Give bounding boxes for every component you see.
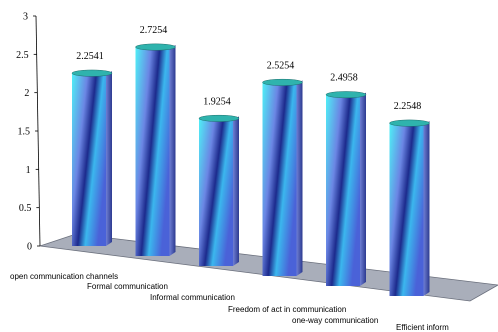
bar-value-label: 2.2541 bbox=[76, 51, 104, 62]
category-label: one-way communication bbox=[292, 316, 378, 325]
bar-body bbox=[389, 123, 424, 296]
bar-2 bbox=[135, 43, 176, 256]
bar-body bbox=[135, 47, 170, 256]
bar-side bbox=[106, 71, 112, 246]
y-tick-label: 1.5 bbox=[18, 127, 31, 138]
bar-side bbox=[233, 116, 239, 266]
bar-body bbox=[326, 94, 360, 286]
bar-6 bbox=[389, 119, 430, 296]
bar-top-cap bbox=[71, 69, 113, 77]
bar-3 bbox=[198, 114, 240, 266]
bar-top-cap bbox=[325, 91, 367, 99]
category-label: Freedom of act in communication bbox=[228, 305, 346, 314]
bar-top-cap bbox=[262, 78, 303, 86]
bar-value-label: 1.9254 bbox=[203, 96, 231, 107]
bar-5 bbox=[325, 91, 367, 286]
bar-value-label: 2.2548 bbox=[394, 101, 422, 112]
y-tick-label: 2 bbox=[24, 88, 29, 99]
axis-layer: 0 0.5 1 1.5 2 2.5 3 bbox=[16, 12, 41, 253]
bar-top-cap bbox=[198, 114, 240, 122]
bar-body bbox=[199, 118, 233, 266]
bar-top-cap bbox=[389, 119, 430, 127]
bar-side bbox=[169, 45, 176, 256]
category-label: Formal communication bbox=[87, 282, 168, 291]
y-tick-label: 2.5 bbox=[16, 50, 29, 61]
bar-layer bbox=[71, 43, 430, 296]
bar-side bbox=[296, 80, 303, 276]
bar-1 bbox=[71, 69, 113, 246]
bar-4 bbox=[262, 78, 303, 276]
category-label: Efficient inform bbox=[396, 323, 449, 332]
y-tick-label: 3 bbox=[23, 12, 28, 23]
category-label: open communication channels bbox=[10, 272, 118, 281]
bar-top-cap bbox=[135, 43, 176, 51]
bar-value-label: 2.4958 bbox=[330, 73, 358, 84]
y-tick-label: 0 bbox=[27, 242, 32, 253]
y-tick-label: 0.5 bbox=[19, 203, 32, 214]
bar-side bbox=[360, 92, 366, 286]
bar-value-label: 2.7254 bbox=[140, 25, 168, 36]
bar-side bbox=[423, 121, 430, 296]
bar-body bbox=[262, 82, 297, 276]
category-label: Informal communication bbox=[150, 293, 235, 302]
label-layer: 2.2541 2.7254 1.9254 2.5254 2.4958 2.2548 open… bbox=[10, 25, 449, 332]
y-tick-label: 1 bbox=[26, 165, 31, 176]
bar-value-label: 2.5254 bbox=[267, 60, 295, 71]
bar-body bbox=[72, 73, 106, 246]
